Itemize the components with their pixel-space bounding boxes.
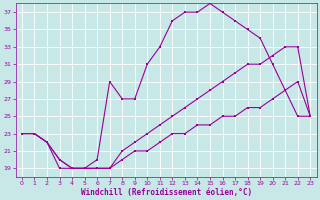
X-axis label: Windchill (Refroidissement éolien,°C): Windchill (Refroidissement éolien,°C) xyxy=(81,188,252,197)
